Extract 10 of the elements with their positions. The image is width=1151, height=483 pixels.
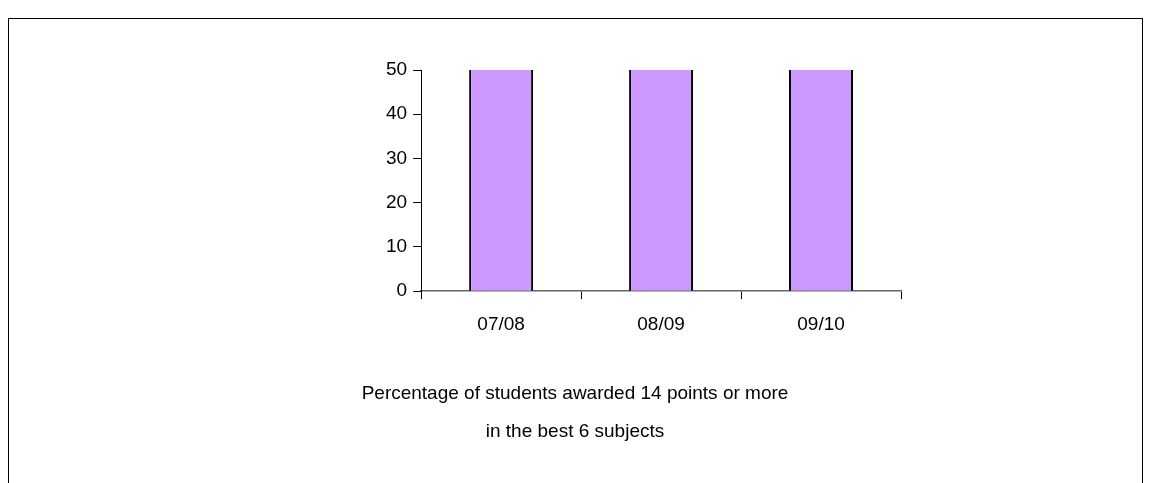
y-tick-label: 20: [385, 190, 408, 212]
x-tick-label: 08/09: [637, 312, 685, 334]
y-tick-label: 0: [396, 279, 408, 301]
text: Percentage of students awarded 14 points or more in the best 6 subjects: [360, 381, 790, 443]
y-tick-label: 10: [385, 235, 408, 257]
y-tick-label: 30: [385, 146, 408, 168]
x-tick-label: 07/08: [477, 312, 525, 334]
x-tick-label: 09/10: [797, 312, 845, 334]
y-tick-label: 50: [385, 58, 408, 80]
y-tick-label: 40: [385, 102, 408, 124]
